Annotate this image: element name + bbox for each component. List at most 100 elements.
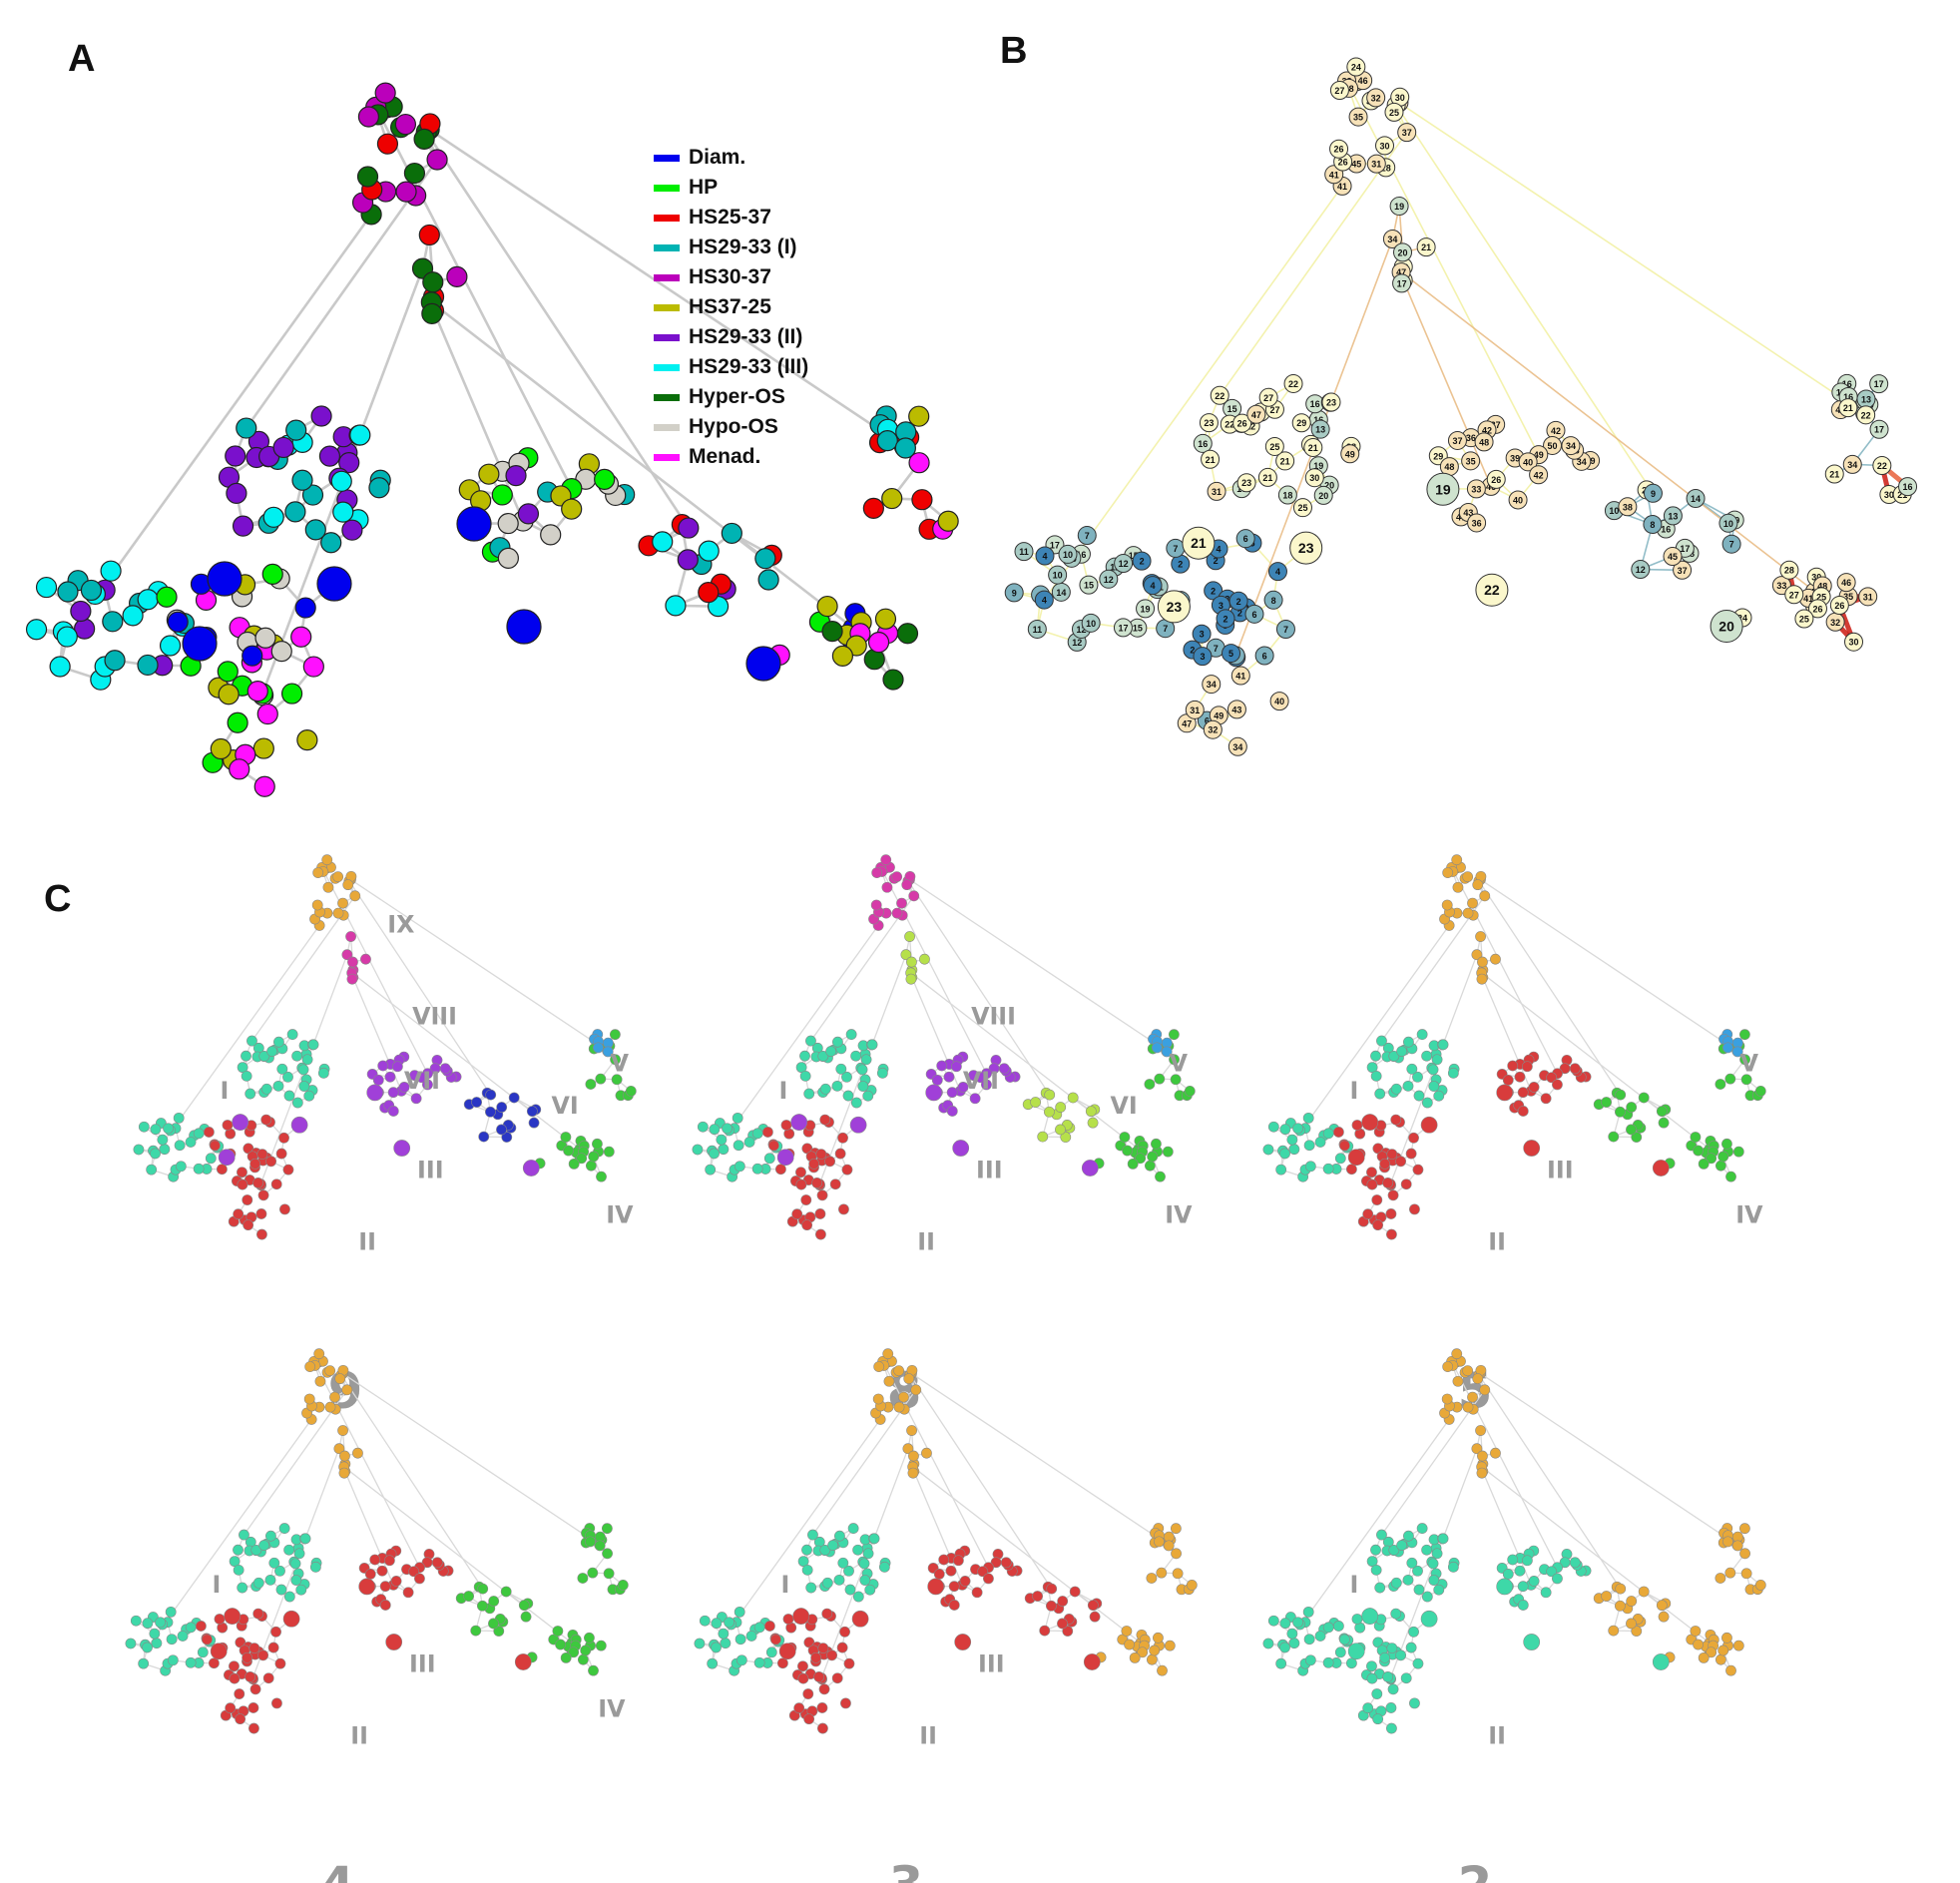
node	[998, 1063, 1010, 1075]
node	[235, 1713, 246, 1725]
node-label: 21	[1191, 535, 1207, 551]
node	[829, 1178, 841, 1190]
node	[1374, 1582, 1386, 1594]
node	[1732, 1146, 1744, 1158]
node	[421, 302, 443, 324]
node-label: 33	[1776, 581, 1786, 591]
node-label: 26	[1491, 475, 1501, 485]
node	[815, 1228, 826, 1240]
node	[248, 1643, 260, 1653]
node	[753, 1622, 765, 1634]
node	[561, 498, 583, 520]
community-label: I	[1350, 1571, 1359, 1599]
labeled-node	[1329, 80, 1349, 100]
node	[173, 1112, 185, 1124]
node	[291, 1050, 303, 1062]
node	[290, 1116, 308, 1134]
node	[1302, 1112, 1314, 1124]
node	[150, 1124, 162, 1136]
legend-swatch	[654, 453, 680, 461]
node	[751, 1128, 763, 1140]
node-label: 4	[1275, 567, 1280, 577]
node	[775, 1164, 786, 1176]
node	[977, 1566, 989, 1578]
node-label: 27	[1334, 86, 1344, 96]
node	[1361, 1608, 1379, 1625]
node	[1693, 1145, 1704, 1157]
node-label: 11	[1033, 625, 1043, 635]
node	[266, 1046, 278, 1057]
labeled-node	[1869, 419, 1889, 439]
node	[911, 489, 933, 511]
node	[1467, 1391, 1478, 1403]
node	[1395, 1649, 1407, 1661]
node	[1601, 1097, 1613, 1108]
node	[156, 586, 178, 608]
partition-count: 3	[889, 1856, 924, 1883]
node	[1121, 1626, 1133, 1637]
node	[821, 621, 843, 643]
node	[1162, 1146, 1174, 1158]
node	[898, 1391, 909, 1403]
node	[341, 1384, 353, 1396]
community-label: III	[1547, 1157, 1574, 1184]
node	[580, 1645, 592, 1656]
node	[1517, 1087, 1529, 1099]
node	[1721, 1138, 1732, 1150]
node	[1334, 1153, 1346, 1165]
legend-label: HP	[689, 176, 719, 199]
node	[265, 1156, 277, 1168]
node	[754, 548, 776, 570]
labeled-node	[1277, 485, 1297, 505]
node	[332, 907, 344, 919]
node-label: 26	[1834, 601, 1844, 611]
node-label: 23	[1326, 398, 1336, 408]
node	[294, 597, 316, 619]
node	[193, 1128, 205, 1140]
node-label: 9	[1012, 588, 1017, 598]
legend-item-menad: Menad.	[654, 442, 808, 472]
legend-swatch	[654, 273, 680, 281]
node-label: 30	[1380, 141, 1390, 151]
node	[1057, 1596, 1069, 1607]
node	[792, 1608, 810, 1625]
node	[778, 1643, 796, 1660]
labeled-node	[1289, 531, 1323, 565]
node	[167, 611, 189, 633]
node	[745, 646, 781, 682]
edge	[1481, 972, 1715, 1153]
node-label: 22	[1861, 410, 1871, 420]
node-label: 40	[1274, 697, 1284, 706]
node	[390, 1576, 402, 1587]
node	[733, 1140, 744, 1152]
node	[908, 890, 920, 902]
node	[847, 1523, 859, 1534]
node	[253, 775, 275, 797]
node	[831, 1672, 843, 1684]
panel-b-network: 3745384146333041354846282527302632312625…	[1004, 57, 1918, 756]
node	[801, 1544, 812, 1556]
node	[311, 899, 323, 911]
node	[844, 1584, 856, 1596]
node	[1062, 1626, 1074, 1637]
node	[584, 1632, 595, 1644]
labeled-node	[1508, 490, 1528, 510]
node	[410, 1093, 422, 1105]
node	[1039, 1625, 1051, 1637]
node-label: 15	[1133, 624, 1143, 634]
node	[716, 1134, 728, 1146]
node	[1346, 1657, 1357, 1669]
node	[1163, 1540, 1175, 1552]
node-label: 49	[1214, 710, 1224, 720]
labeled-node	[1829, 596, 1849, 616]
node	[678, 517, 700, 539]
node	[937, 510, 959, 532]
labeled-node	[1114, 554, 1134, 574]
node	[1715, 1573, 1726, 1584]
node-label: 11	[1019, 547, 1029, 557]
node	[345, 931, 356, 942]
node	[1652, 1160, 1670, 1177]
node	[1490, 1447, 1501, 1459]
legend-label: HS29-33 (II)	[689, 325, 803, 348]
node	[945, 1565, 957, 1577]
